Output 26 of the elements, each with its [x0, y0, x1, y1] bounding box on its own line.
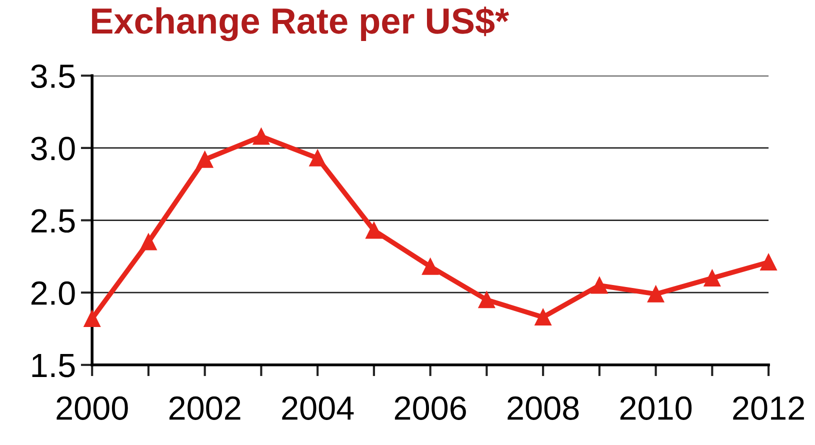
- point: [196, 151, 214, 168]
- y-tick-label: 3.0: [31, 136, 75, 160]
- x-tick-label: 2002: [169, 396, 240, 420]
- y-tick-label: 3.5: [31, 64, 75, 88]
- y-tick-label: 2.0: [31, 281, 75, 305]
- point: [478, 291, 496, 308]
- point: [647, 286, 664, 302]
- point: [252, 128, 270, 145]
- point: [704, 270, 721, 286]
- chart-title: Exchange Rate per US$*: [92, 6, 510, 42]
- point: [422, 258, 439, 275]
- x-tick-label: 2000: [56, 396, 128, 420]
- x-tick-label: 2012: [733, 396, 804, 420]
- x-tick-label: 2006: [394, 396, 466, 420]
- point: [534, 308, 552, 326]
- x-tick-label: 2010: [620, 396, 692, 420]
- y-tick-label: 2.5: [31, 209, 75, 233]
- x-tick-label: 2008: [508, 396, 579, 420]
- x-tick-label: 2004: [282, 396, 354, 420]
- point: [140, 234, 157, 250]
- point: [591, 277, 608, 294]
- point: [309, 150, 326, 166]
- point: [366, 222, 382, 239]
- point: [84, 310, 100, 327]
- y-tick-label: 1.5: [32, 354, 75, 378]
- point: [760, 254, 777, 271]
